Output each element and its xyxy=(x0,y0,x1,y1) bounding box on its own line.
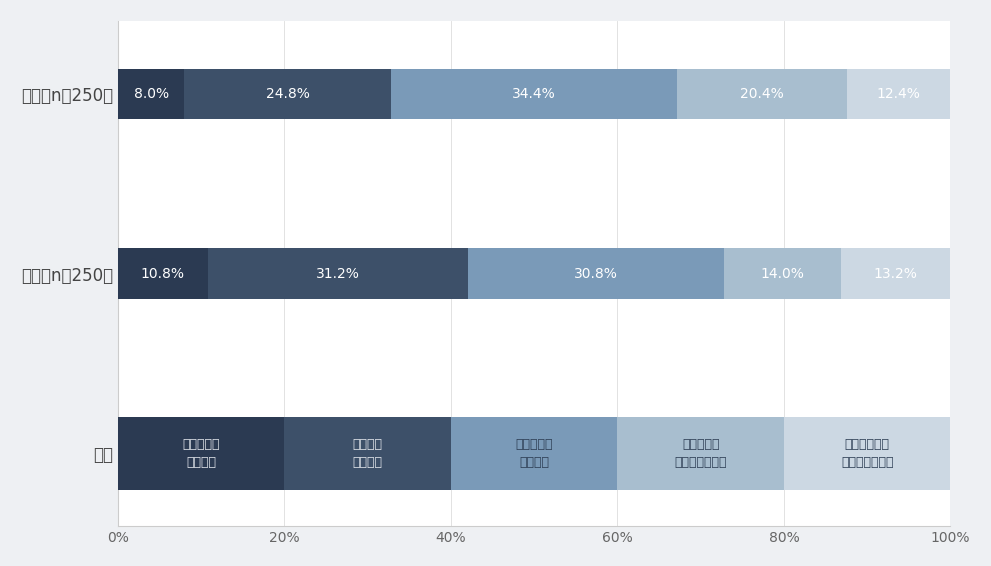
Text: 13.2%: 13.2% xyxy=(873,267,918,281)
Text: まったく充実
していなかった: まったく充実 していなかった xyxy=(841,438,894,469)
Text: あまり充実
していなかった: あまり充実 していなかった xyxy=(675,438,726,469)
Bar xyxy=(451,417,617,490)
Bar xyxy=(468,248,724,299)
Bar xyxy=(118,68,184,119)
Text: 14.0%: 14.0% xyxy=(760,267,804,281)
Bar xyxy=(677,68,847,119)
Bar xyxy=(840,248,950,299)
Text: 31.2%: 31.2% xyxy=(316,267,360,281)
Bar xyxy=(784,417,950,490)
Bar xyxy=(184,68,390,119)
Bar xyxy=(208,248,468,299)
Bar xyxy=(390,68,677,119)
Text: 24.8%: 24.8% xyxy=(266,87,309,101)
Bar xyxy=(284,417,451,490)
Text: やや充実
していた: やや充実 していた xyxy=(353,438,383,469)
Bar xyxy=(118,248,208,299)
Text: 30.8%: 30.8% xyxy=(574,267,617,281)
Text: 20.4%: 20.4% xyxy=(740,87,784,101)
Bar xyxy=(724,248,840,299)
Bar xyxy=(118,417,284,490)
Text: どちらとも
いえない: どちらとも いえない xyxy=(515,438,553,469)
Text: 34.4%: 34.4% xyxy=(512,87,556,101)
Bar xyxy=(847,68,950,119)
Text: 8.0%: 8.0% xyxy=(134,87,168,101)
Text: 12.4%: 12.4% xyxy=(877,87,921,101)
Text: とても充実
していた: とても充実 していた xyxy=(182,438,220,469)
Bar xyxy=(617,417,784,490)
Text: 10.8%: 10.8% xyxy=(141,267,184,281)
